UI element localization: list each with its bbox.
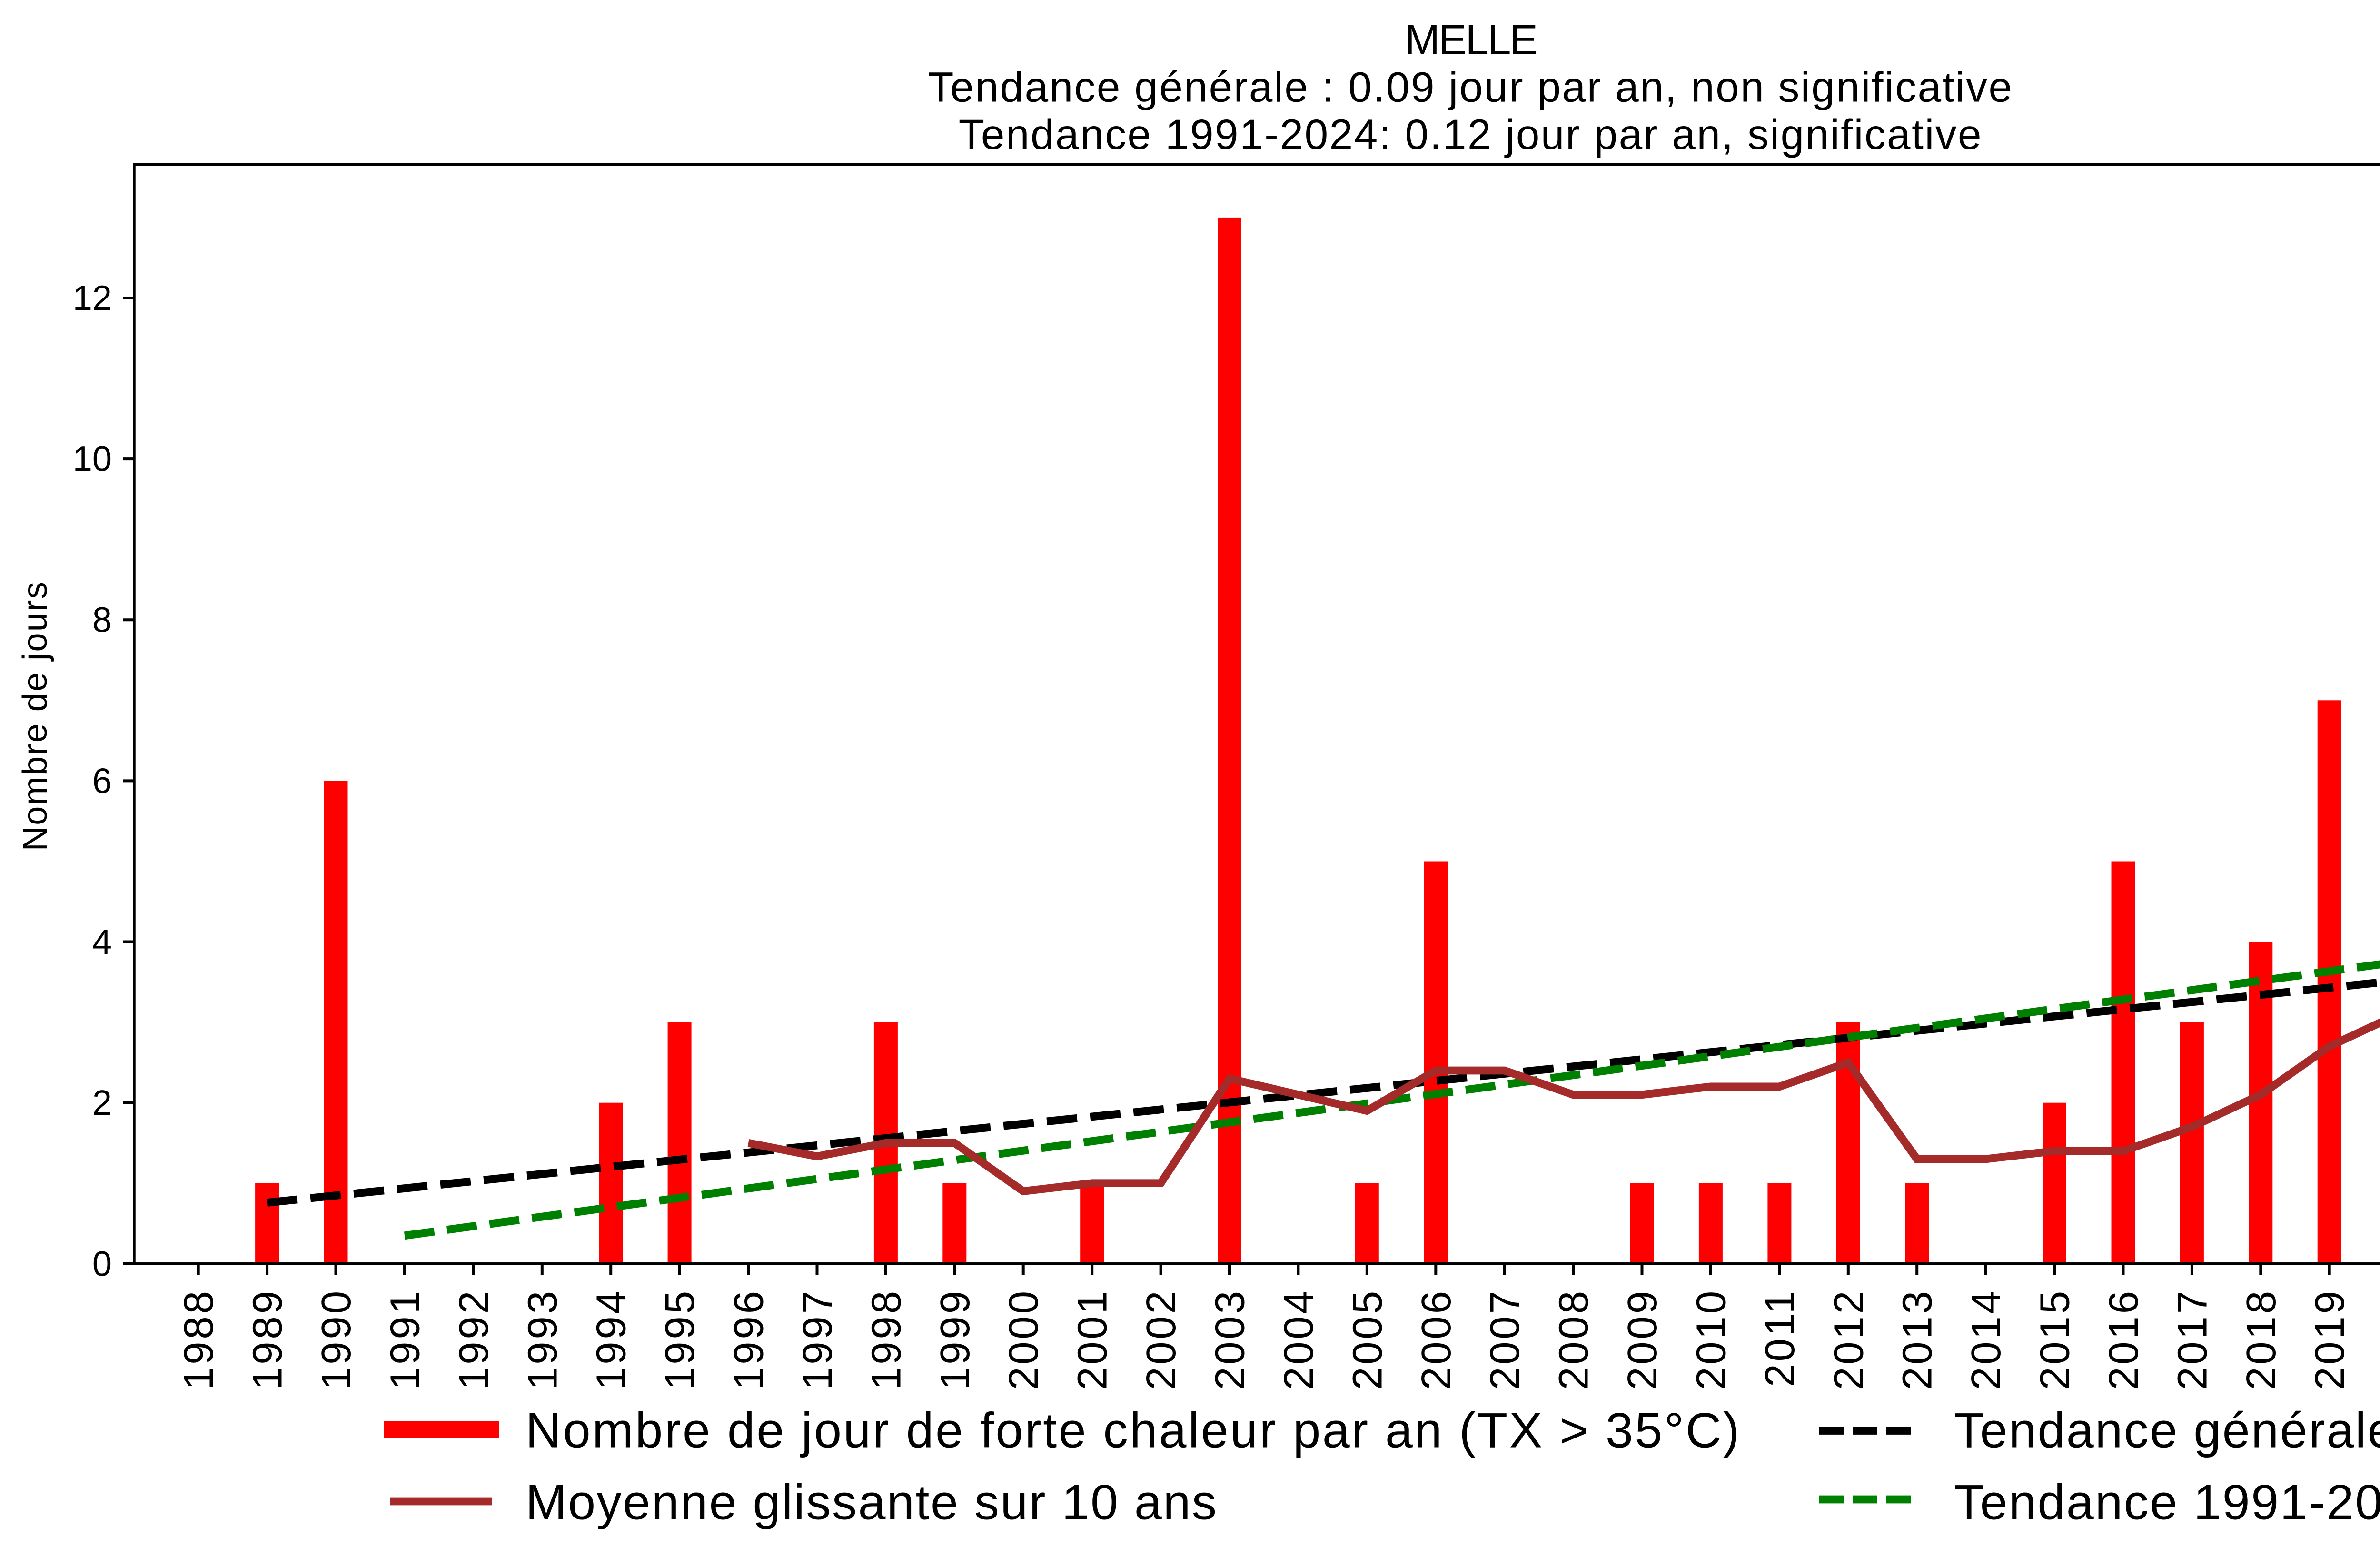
svg-text:0: 0 bbox=[92, 1244, 112, 1283]
svg-text:6: 6 bbox=[92, 761, 112, 801]
svg-text:2010: 2010 bbox=[1688, 1289, 1734, 1390]
svg-text:Tendance 1991-2024: 0.12 jour: Tendance 1991-2024: 0.12 jour par an, si… bbox=[959, 110, 1983, 158]
svg-text:10: 10 bbox=[73, 439, 112, 479]
svg-text:2019: 2019 bbox=[2307, 1289, 2353, 1390]
svg-text:1990: 1990 bbox=[313, 1289, 359, 1390]
svg-text:8: 8 bbox=[92, 600, 112, 640]
svg-text:1997: 1997 bbox=[794, 1289, 841, 1390]
svg-text:4: 4 bbox=[92, 922, 112, 962]
svg-text:1993: 1993 bbox=[519, 1289, 565, 1390]
svg-text:2000: 2000 bbox=[1001, 1289, 1047, 1390]
svg-text:2002: 2002 bbox=[1138, 1289, 1184, 1390]
svg-text:1989: 1989 bbox=[245, 1289, 291, 1390]
svg-text:2013: 2013 bbox=[1894, 1289, 1941, 1390]
svg-text:1988: 1988 bbox=[176, 1289, 222, 1390]
svg-text:Nombre de jour de forte chaleu: Nombre de jour de forte chaleur par an (… bbox=[526, 1403, 1741, 1458]
svg-text:2005: 2005 bbox=[1344, 1289, 1390, 1390]
svg-text:1996: 1996 bbox=[726, 1289, 772, 1390]
svg-text:2020: 2020 bbox=[2376, 1289, 2380, 1390]
svg-text:2009: 2009 bbox=[1619, 1289, 1666, 1390]
svg-text:2001: 2001 bbox=[1070, 1289, 1116, 1390]
svg-text:1994: 1994 bbox=[588, 1289, 635, 1390]
svg-text:2008: 2008 bbox=[1551, 1289, 1597, 1390]
svg-text:2007: 2007 bbox=[1482, 1289, 1528, 1390]
svg-text:2014: 2014 bbox=[1963, 1289, 2009, 1390]
svg-text:1991: 1991 bbox=[382, 1289, 428, 1390]
svg-text:Moyenne glissante sur 10 ans: Moyenne glissante sur 10 ans bbox=[526, 1475, 1218, 1530]
svg-text:1998: 1998 bbox=[863, 1289, 909, 1390]
svg-text:1992: 1992 bbox=[451, 1289, 497, 1390]
svg-text:2: 2 bbox=[92, 1083, 112, 1122]
svg-text:12: 12 bbox=[73, 278, 112, 318]
svg-text:Tendance générale : 0.09 jour: Tendance générale : 0.09 jour par an, no… bbox=[928, 63, 2013, 111]
svg-text:2017: 2017 bbox=[2169, 1289, 2215, 1390]
svg-text:2018: 2018 bbox=[2238, 1289, 2284, 1390]
svg-text:2015: 2015 bbox=[2032, 1289, 2078, 1390]
svg-text:2012: 2012 bbox=[1825, 1289, 1872, 1390]
svg-text:Tendance 1991-2024: Tendance 1991-2024 bbox=[1954, 1475, 2380, 1530]
svg-text:2004: 2004 bbox=[1276, 1289, 1322, 1390]
svg-text:Tendance générale: Tendance générale bbox=[1954, 1403, 2380, 1458]
svg-text:MELLE: MELLE bbox=[1405, 16, 1537, 63]
svg-text:2011: 2011 bbox=[1757, 1289, 1803, 1387]
svg-text:Nombre de jours: Nombre de jours bbox=[16, 581, 54, 851]
svg-text:1999: 1999 bbox=[932, 1289, 978, 1390]
svg-text:2006: 2006 bbox=[1413, 1289, 1459, 1390]
svg-text:2016: 2016 bbox=[2101, 1289, 2147, 1390]
svg-text:2003: 2003 bbox=[1207, 1289, 1253, 1390]
svg-text:1995: 1995 bbox=[657, 1289, 703, 1390]
